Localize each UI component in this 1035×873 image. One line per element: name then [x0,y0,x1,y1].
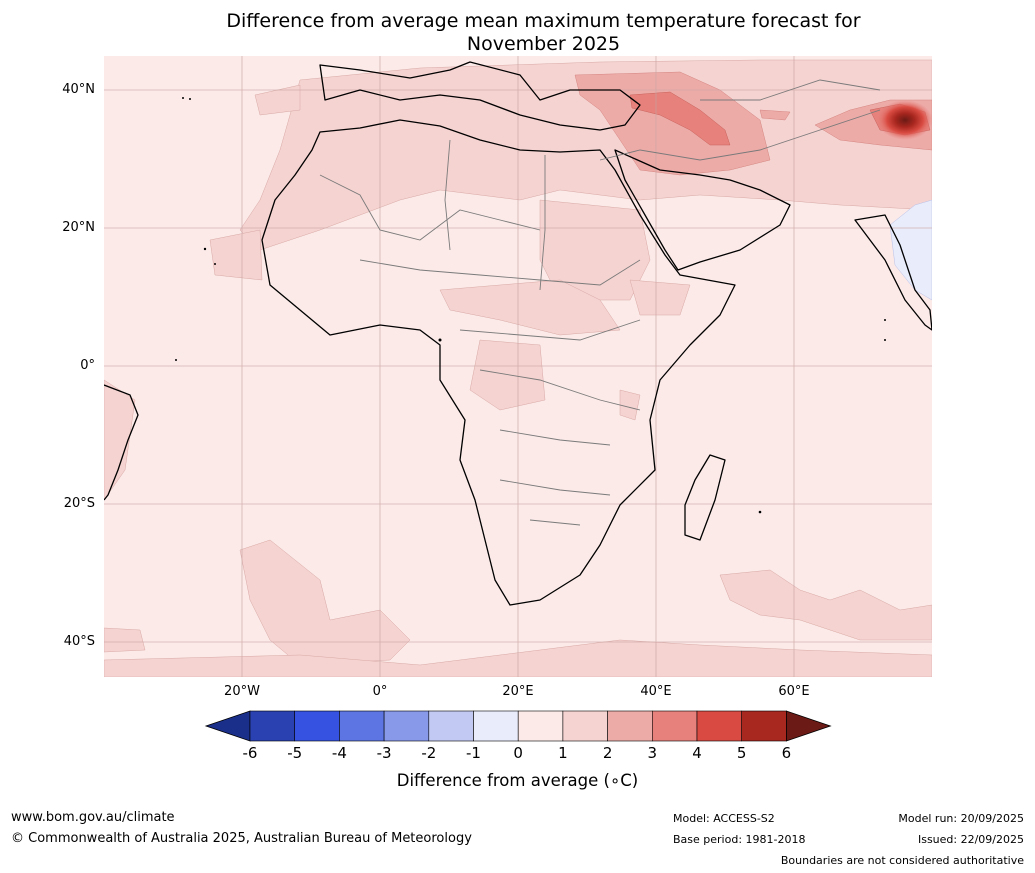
colorbar-tick-label: -4 [331,744,347,762]
colorbar-tick-label: -2 [421,744,437,762]
colorbar-tick-label: 1 [558,744,568,762]
footer-base-period: Base period: 1981-2018 [673,833,806,846]
colorbar-tick-label: 4 [692,744,702,762]
europe-coastline [319,61,641,131]
lat-label-40s: 40°S [63,634,95,649]
lat-label-20s: 20°S [63,496,95,511]
lat-label-40n: 40°N [62,82,95,97]
coastlines [104,61,932,606]
footer-disclaimer: Boundaries are not considered authoritat… [780,854,1024,867]
footer-issued: Issued: 22/09/2025 [917,833,1024,846]
anomaly-negative-region [889,199,932,301]
footer-url[interactable]: www.bom.gov.au/climate [11,810,175,825]
title-line-1: Difference from average mean maximum tem… [226,10,861,32]
colorbar-tick-label: 3 [647,744,658,762]
country-borders [319,79,881,526]
madagascar-coastline [684,454,726,541]
title-line-2: November 2025 [466,33,621,55]
africa-coastline [261,119,736,606]
india-coastline [854,214,932,331]
footer-model: Model: ACCESS-S2 [673,812,775,825]
colorbar-tick-label: -5 [287,744,303,762]
lon-label-20w: 20°W [224,684,260,699]
map-gridlines [104,56,932,677]
south-america-coastline [104,384,139,501]
colorbar-title: Difference from average (∘C) [396,771,639,790]
colorbar-tick-label: 2 [602,744,613,762]
colorbar-tick-label: 0 [513,744,523,762]
lon-label-60e: 60°E [778,684,810,699]
colorbar-tick-label: -6 [242,744,258,762]
footer-copyright: © Commonwealth of Australia 2025, Austra… [11,831,472,846]
arabia-coastline [614,149,791,271]
lat-label-20n: 20°N [62,220,95,235]
colorbar-tick-label: 6 [781,744,792,762]
lon-label-20e: 20°E [502,684,534,699]
colorbar-tick-label: -1 [466,744,481,762]
map-title: Difference from average mean maximum tem… [0,10,1035,56]
lat-label-0: 0° [80,358,95,373]
footer-model-run: Model run: 20/09/2025 [898,812,1024,825]
colorbar-tick-label: -3 [376,744,392,762]
lon-label-40e: 40°E [640,684,672,699]
lon-label-0: 0° [372,684,388,699]
anomaly-hotspot [877,100,932,140]
colorbar-tick-label: 5 [736,744,747,762]
islands [175,97,886,514]
